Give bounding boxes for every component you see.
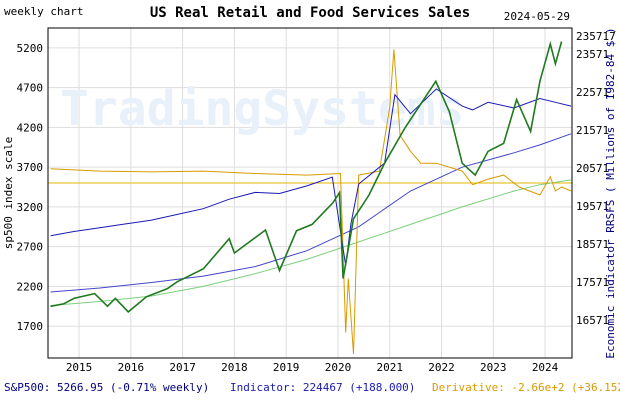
x-tick-label: 2016 [118, 361, 145, 374]
y-right-label: Economic indicator RRSFS ( Millions of 1… [604, 27, 617, 358]
y-right-tick-label: 20571 [576, 162, 609, 175]
x-tick-label: 2022 [428, 361, 455, 374]
y-left-tick-label: 1700 [17, 320, 44, 333]
corner-label: weekly chart [4, 5, 83, 18]
x-tick-label: 2019 [273, 361, 300, 374]
y-left-tick-label: 5200 [17, 42, 44, 55]
y-left-label: sp500 index scale [2, 137, 15, 250]
y-left-tick-label: 2200 [17, 280, 44, 293]
y-left-tick-label: 4200 [17, 121, 44, 134]
y-right-tick-label: 21571 [576, 124, 609, 137]
y-right-tick-label: 18571 [576, 238, 609, 251]
axis-layer: 1700 2200 2700 3200 3700 4200 4700 5200 2015 2016… [17, 30, 616, 374]
x-tick-label: 2015 [66, 361, 93, 374]
footer-indicator: Indicator: 224467 (+188.000) [230, 381, 415, 394]
y-left-tick-label: 3700 [17, 161, 44, 174]
chart-title: US Real Retail and Food Services Sales [150, 5, 470, 21]
series-line-sma-long [50, 133, 572, 293]
x-tick-label: 2020 [325, 361, 352, 374]
grid-layer [48, 28, 572, 358]
plot-frame [47, 27, 573, 359]
y-right-top-label: 235717 [576, 30, 616, 43]
series-line-derivative [50, 49, 572, 355]
y-left-tick-label: 4700 [17, 82, 44, 95]
x-tick-label: 2023 [480, 361, 507, 374]
x-tick-label: 2021 [376, 361, 403, 374]
series-line-sma-short [50, 179, 572, 306]
y-left-tick-label: 3200 [17, 201, 44, 214]
date-label: 2024-05-29 [504, 10, 570, 23]
y-right-tick-label: 17571 [576, 276, 609, 289]
y-right-tick-label: 23571 [576, 48, 609, 61]
series-line-s-p500 [50, 40, 563, 313]
y-right-tick-label: 16571 [576, 314, 609, 327]
y-right-tick-label: 19571 [576, 200, 609, 213]
footer-derivative: Derivative: -2.66e+2 (+36.152) [432, 381, 620, 394]
footer-sp500: S&P500: 5266.95 (-0.71% weekly) [4, 381, 209, 394]
x-tick-label: 2024 [532, 361, 559, 374]
x-tick-label: 2017 [169, 361, 196, 374]
y-left-tick-label: 2700 [17, 241, 44, 254]
y-right-tick-label: 22571 [576, 86, 609, 99]
x-tick-label: 2018 [221, 361, 248, 374]
series-layer [48, 40, 572, 355]
